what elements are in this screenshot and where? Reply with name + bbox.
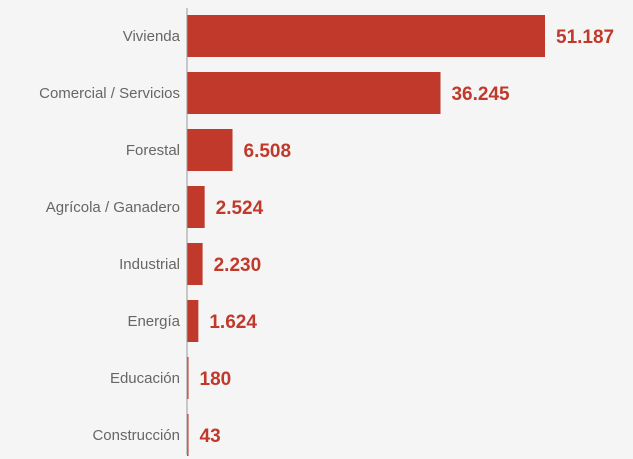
value-label-2: 6.508 <box>244 141 292 162</box>
bar-4 <box>187 243 203 285</box>
value-label-1: 36.245 <box>451 84 510 105</box>
category-label-1: Comercial / Servicios <box>39 85 180 102</box>
category-label-5: Energía <box>127 313 180 330</box>
bar-0 <box>187 15 545 57</box>
category-label-6: Educación <box>110 370 180 387</box>
value-label-4: 2.230 <box>214 255 262 276</box>
value-label-0: 51.187 <box>556 27 614 48</box>
category-label-0: Vivienda <box>123 28 181 45</box>
bars-group <box>187 15 545 456</box>
value-label-7: 43 <box>200 426 221 447</box>
bar-5 <box>187 300 199 342</box>
category-label-4: Industrial <box>119 256 180 273</box>
value-label-5: 1.624 <box>209 312 257 333</box>
bar-7 <box>187 414 189 456</box>
bar-1 <box>187 72 441 114</box>
bar-6 <box>187 357 189 399</box>
value-label-3: 2.524 <box>216 198 264 219</box>
category-label-7: Construcción <box>92 427 180 444</box>
category-label-2: Forestal <box>126 142 180 159</box>
labels-group: Vivienda 51.187 Comercial / Servicios 36.24… <box>39 27 614 447</box>
category-label-3: Agrícola / Ganadero <box>46 199 180 216</box>
bar-3 <box>187 186 205 228</box>
bar-2 <box>187 129 233 171</box>
value-label-6: 180 <box>200 369 232 390</box>
